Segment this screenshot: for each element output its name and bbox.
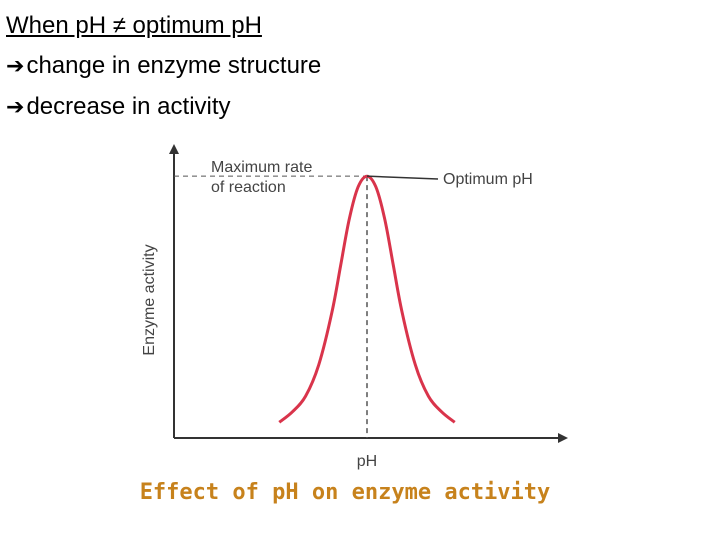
bullet-text-block: When pH ≠ optimum pH ➔change in enzyme s… — [6, 6, 321, 128]
bullet-structure-text: change in enzyme structure — [26, 52, 322, 79]
bullet-activity-text: decrease in activity — [26, 93, 231, 120]
right-arrow-icon: ➔ — [6, 95, 25, 120]
x-axis-label: pH — [357, 453, 377, 470]
optimum-ph-label: Optimum pH — [443, 171, 533, 188]
slide-heading: When pH ≠ optimum pH — [6, 12, 262, 39]
max-rate-label-line2: of reaction — [211, 179, 286, 196]
y-axis-label: Enzyme activity — [141, 244, 158, 355]
optimum-pointer-line — [366, 175, 439, 180]
right-arrow-icon: ➔ — [6, 54, 25, 79]
chart-caption: Effect of pH on enzyme activity — [139, 480, 551, 505]
bullet-structure: ➔change in enzyme structure — [6, 46, 321, 87]
bullet-activity: ➔decrease in activity — [6, 87, 321, 128]
max-rate-label-line1: Maximum rate — [211, 159, 312, 176]
